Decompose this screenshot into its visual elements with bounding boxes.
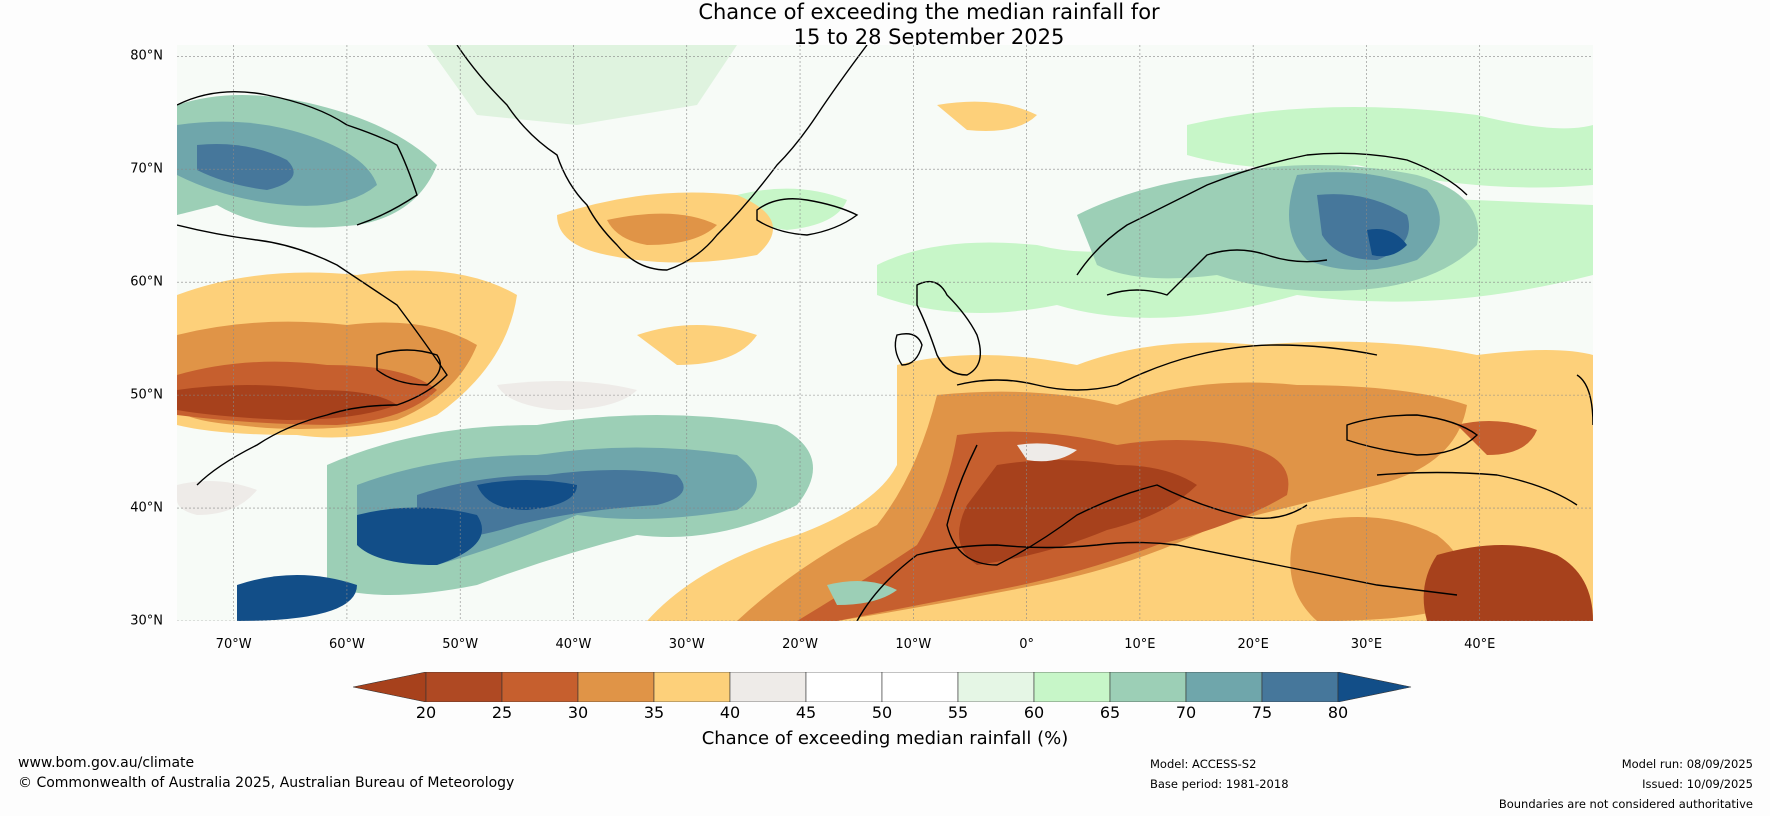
- coastlines: [177, 45, 1593, 621]
- colorbar-tick-label: 20: [415, 703, 437, 722]
- longitude-label: 10°W: [895, 637, 932, 652]
- colorbar-swatch: [1261, 672, 1339, 702]
- longitude-label: 30°W: [668, 637, 705, 652]
- latitude-label: 40°N: [130, 500, 163, 516]
- longitude-label: 50°W: [442, 637, 479, 652]
- colorbar-over-extension: [1337, 672, 1412, 702]
- colorbar-swatch: [881, 672, 959, 702]
- longitude-label: 0°: [1019, 637, 1034, 652]
- boundaries-disclaimer: Boundaries are not considered authoritat…: [1498, 797, 1753, 811]
- colorbar-swatch: [957, 672, 1035, 702]
- colorbar-swatch: [1109, 672, 1187, 702]
- latitude-label: 30°N: [130, 613, 163, 629]
- colorbar-tick-label: 50: [871, 703, 893, 722]
- map-title: Chance of exceeding the median rainfall …: [0, 0, 1770, 50]
- website-link[interactable]: www.bom.gov.au/climate: [18, 755, 195, 771]
- longitude-label: 10°E: [1124, 637, 1156, 652]
- colorbar-swatch: [1033, 672, 1111, 702]
- longitude-label: 70°W: [215, 637, 252, 652]
- rainfall-probability-map: [177, 45, 1593, 621]
- colorbar-swatch: [805, 672, 883, 702]
- model-name: Model: ACCESS-S2: [1150, 757, 1257, 771]
- latitude-label: 60°N: [130, 274, 163, 290]
- colorbar-tick-label: 25: [491, 703, 513, 722]
- colorbar-tick-label: 45: [795, 703, 817, 722]
- longitude-label: 40°W: [555, 637, 592, 652]
- latitude-label: 80°N: [130, 48, 163, 64]
- title-line-1: Chance of exceeding the median rainfall …: [698, 0, 1160, 24]
- colorbar-swatch: [1185, 672, 1263, 702]
- colorbar-swatch: [425, 672, 503, 702]
- latitude-label: 50°N: [130, 387, 163, 403]
- colorbar-swatch: [729, 672, 807, 702]
- colorbar-swatch: [577, 672, 655, 702]
- longitude-label: 20°W: [782, 637, 818, 652]
- colorbar-tick-label: 30: [567, 703, 589, 722]
- base-period: Base period: 1981-2018: [1150, 777, 1289, 791]
- longitude-label: 60°W: [328, 637, 365, 652]
- colorbar-tick-label: 60: [1023, 703, 1045, 722]
- colorbar-tick-label: 75: [1251, 703, 1273, 722]
- colorbar-tick-label: 65: [1099, 703, 1121, 722]
- longitude-label: 30°E: [1350, 637, 1383, 652]
- colorbar-tick-label: 70: [1175, 703, 1197, 722]
- copyright-text: © Commonwealth of Australia 2025, Austra…: [18, 775, 515, 791]
- colorbar-tick-label: 55: [947, 703, 969, 722]
- colorbar: [353, 672, 1412, 702]
- colorbar-under-extension: [353, 672, 427, 702]
- latitude-label: 70°N: [130, 161, 163, 177]
- colorbar-swatch: [653, 672, 731, 702]
- graticule: [177, 45, 1593, 621]
- probability-field: [177, 45, 1593, 621]
- colorbar-tick-label: 40: [719, 703, 741, 722]
- issued-date: Issued: 10/09/2025: [1642, 777, 1753, 791]
- longitude-label: 20°E: [1237, 637, 1269, 652]
- colorbar-tick-label: 80: [1327, 703, 1349, 722]
- colorbar-swatch: [501, 672, 579, 702]
- longitude-label: 40°E: [1464, 637, 1496, 652]
- model-run-date: Model run: 08/09/2025: [1621, 757, 1753, 771]
- colorbar-tick-label: 35: [643, 703, 665, 722]
- colorbar-label: Chance of exceeding median rainfall (%): [701, 728, 1069, 749]
